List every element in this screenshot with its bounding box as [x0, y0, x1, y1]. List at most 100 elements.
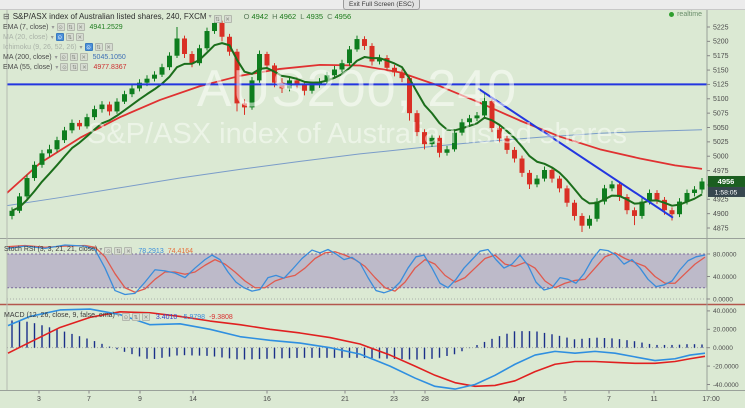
indicator-row[interactable]: EMA (55, close) ▾ ⊙ ⇅ ✕ 4977.8367 — [3, 62, 351, 72]
main-price-pane — [7, 15, 707, 233]
move-symbol-icon[interactable]: ⇅ — [213, 14, 222, 23]
indicator-label[interactable]: MA (20, close) — [3, 33, 48, 41]
candle — [699, 181, 705, 190]
remove-indicator-icon[interactable]: ✕ — [80, 63, 89, 71]
candle — [557, 178, 562, 189]
candle — [54, 140, 60, 150]
remove-indicator-icon[interactable]: ✕ — [124, 247, 133, 255]
candle — [272, 65, 277, 83]
chevron-down-icon[interactable]: ▾ — [55, 64, 59, 71]
time-axis-label: 14 — [189, 396, 197, 403]
time-axis-label: 5 — [563, 396, 567, 403]
candle — [384, 58, 390, 68]
chevron-down-icon[interactable]: ▾ — [79, 44, 83, 51]
trendline-diagonal[interactable] — [477, 87, 674, 219]
price-axis-label: 5075 — [713, 110, 729, 117]
move-indicator-icon[interactable]: ⇅ — [66, 23, 75, 31]
indicator-value: 3.4010 — [155, 314, 178, 321]
candle — [129, 88, 135, 95]
time-axis-label: 7 — [607, 396, 611, 403]
remove-indicator-icon[interactable]: ✕ — [79, 53, 88, 61]
indicator-row[interactable]: MA (200, close) ▾ ⊙ ⇅ ✕ 5045.1050 — [3, 52, 351, 62]
indicator-label[interactable]: EMA (55, close) — [3, 63, 53, 71]
candle — [624, 196, 630, 211]
price-axis-label: 4975 — [713, 168, 729, 175]
chevron-down-icon[interactable]: ▾ — [99, 246, 103, 253]
chevron-down-icon[interactable]: ▾ — [208, 14, 212, 20]
chevron-down-icon[interactable]: ▾ — [54, 54, 58, 61]
toggle-visibility-eye-icon[interactable]: ⊙ — [60, 63, 69, 71]
remove-indicator-icon[interactable]: ✕ — [141, 313, 150, 321]
chart-legend: ⊟ S&P/ASX index of Australian listed sha… — [3, 11, 351, 72]
toggle-visibility-eye-icon[interactable]: ⊙ — [59, 53, 68, 61]
remove-indicator-icon[interactable]: ✕ — [104, 43, 113, 51]
stoch-rsi-label[interactable]: Stoch RSI (3, 3, 21, 21, close) — [4, 245, 98, 253]
candle — [647, 192, 652, 202]
candle — [264, 53, 270, 66]
indicator-row[interactable]: Ichimoku (9, 26, 52, 26) ▾ ⊙ ⇅ ✕ — [3, 42, 351, 52]
macd-axis-label: -40.0000 — [713, 382, 739, 389]
indicator-row[interactable]: MA (20, close) ▾ ⊙ ⇅ ✕ — [3, 32, 351, 42]
indicator-label[interactable]: Ichimoku (9, 26, 52, 26) — [3, 43, 77, 51]
realtime-label: realtime — [677, 11, 702, 18]
move-indicator-icon[interactable]: ⇅ — [65, 33, 74, 41]
candle — [654, 192, 660, 200]
toggle-visibility-eye-icon[interactable]: ⊙ — [56, 23, 65, 31]
candle — [564, 188, 570, 203]
remove-indicator-icon[interactable]: ✕ — [76, 23, 85, 31]
macd-legend[interactable]: MACD (12, 26, close, 9, false, ema) ▾ ⊙ ⇅… — [4, 306, 233, 324]
symbol-legend-row[interactable]: ⊟ S&P/ASX index of Australian listed sha… — [3, 11, 352, 23]
candle — [549, 169, 555, 179]
move-indicator-icon[interactable]: ⇅ — [114, 247, 123, 255]
move-indicator-icon[interactable]: ⇅ — [69, 53, 78, 61]
collapse-legend-icon[interactable]: ⊟ — [3, 11, 10, 21]
move-indicator-icon[interactable]: ⇅ — [131, 313, 140, 321]
candle — [137, 82, 142, 89]
time-axis-label: 16 — [263, 396, 271, 403]
candle — [474, 115, 480, 119]
candle — [257, 53, 262, 81]
candle — [534, 178, 540, 185]
candle — [324, 75, 330, 82]
candle — [677, 201, 682, 215]
macd-label[interactable]: MACD (12, 26, close, 9, false, ema) — [4, 311, 115, 319]
toggle-visibility-eye-icon[interactable]: ⊙ — [55, 33, 64, 41]
ma200-line — [7, 129, 703, 207]
stoch-rsi-legend[interactable]: Stoch RSI (3, 3, 21, 21, close) ▾ ⊙ ⇅ ✕ 78… — [4, 240, 193, 258]
price-axis[interactable]: 5225 5200 5175 5150 5125 5100 5075 5050 5025 5000… — [707, 24, 739, 389]
candle — [692, 189, 697, 193]
move-indicator-icon[interactable]: ⇅ — [70, 63, 79, 71]
candle — [242, 103, 247, 108]
chevron-down-icon[interactable]: ▾ — [51, 24, 55, 31]
remove-indicator-icon[interactable]: ✕ — [75, 33, 84, 41]
toggle-visibility-eye-icon[interactable]: ⊙ — [104, 247, 113, 255]
toggle-visibility-eye-icon[interactable]: ⊙ — [84, 43, 93, 51]
chevron-down-icon[interactable]: ▾ — [116, 312, 120, 319]
stoch-axis-label: 80.0000 — [713, 251, 737, 258]
countdown-bg — [708, 186, 745, 197]
candle — [92, 109, 97, 118]
ohlc-readout: O 4942 H 4962 L 4935 C 4956 — [240, 12, 352, 21]
candle — [594, 201, 600, 219]
candle — [369, 45, 375, 62]
move-indicator-icon[interactable]: ⇅ — [94, 43, 103, 51]
price-axis-label: 5000 — [713, 154, 729, 161]
indicator-label[interactable]: EMA (7, close) — [3, 23, 49, 31]
chevron-down-icon[interactable]: ▾ — [50, 34, 54, 41]
symbol-title[interactable]: S&P/ASX index of Australian listed share… — [12, 12, 207, 21]
candle — [279, 82, 285, 89]
remove-symbol-icon[interactable]: ✕ — [223, 14, 232, 23]
toggle-visibility-eye-icon[interactable]: ⊙ — [121, 313, 130, 321]
indicator-row[interactable]: EMA (7, close) ▾ ⊙ ⇅ ✕ 4941.2529 — [3, 22, 351, 32]
ohlc-value: 4956 — [334, 12, 352, 21]
time-axis-label: Apr — [513, 396, 525, 403]
chart-background — [0, 9, 745, 408]
candle — [587, 218, 592, 226]
time-axis[interactable]: 3 7 9 14 16 21 23 28 Apr 5 7 11 17:00 — [37, 390, 720, 404]
ohlc-key: O — [243, 12, 250, 21]
indicator-label[interactable]: MA (200, close) — [3, 53, 52, 61]
candle — [377, 58, 382, 62]
candle — [182, 38, 187, 54]
candle — [407, 78, 412, 114]
